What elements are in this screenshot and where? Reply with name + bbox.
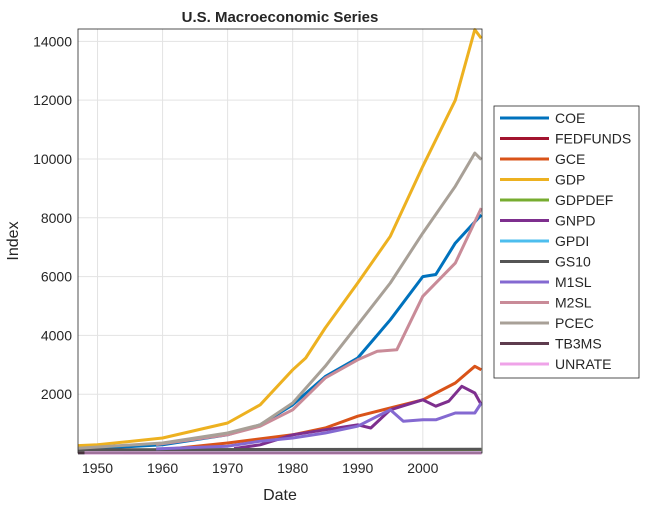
series-line-gce	[77, 364, 483, 454]
legend-label: FEDFUNDS	[555, 131, 631, 147]
legend-label: GPDI	[555, 233, 589, 249]
y-axis-label: Index	[5, 221, 22, 260]
legend-label: UNRATE	[555, 356, 612, 372]
series-line-gdp	[77, 28, 483, 448]
y-tick-label: 10000	[33, 151, 72, 167]
legend-label: GCE	[555, 151, 585, 167]
x-tick-label: 1950	[82, 460, 113, 476]
series-line-coe	[77, 213, 483, 451]
legend-label: PCEC	[555, 315, 594, 331]
x-tick-label: 1980	[277, 460, 308, 476]
x-tick-label: 1970	[212, 460, 243, 476]
y-tick-label: 14000	[33, 33, 72, 49]
legend: COE FEDFUNDS GCE GDP GDPDEF GNPD GPDI GS10 M1SL M…	[493, 105, 640, 379]
legend-label: M1SL	[555, 274, 592, 290]
x-tick-label: 2000	[407, 460, 438, 476]
legend-label: COE	[555, 110, 585, 126]
legend-box	[493, 105, 640, 379]
x-axis-label: Date	[263, 487, 297, 504]
chart-title: U.S. Macroeconomic Series	[182, 9, 379, 26]
y-tick-label: 6000	[41, 269, 72, 285]
legend-label: GDP	[555, 172, 585, 188]
y-tick-label: 12000	[33, 92, 72, 108]
ticks: 1950 1960 1970 1980 1990 2000 2000 4000 6000 8000…	[33, 33, 439, 476]
series-line-gs10	[77, 447, 482, 452]
series-line-m1sl	[156, 402, 483, 451]
series-lines	[77, 28, 483, 455]
y-tick-label: 4000	[41, 327, 72, 343]
legend-label: M2SL	[555, 295, 592, 311]
x-tick-label: 1990	[342, 460, 373, 476]
x-tick-label: 1960	[147, 460, 178, 476]
legend-label: GDPDEF	[555, 192, 613, 208]
grid	[78, 29, 482, 453]
legend-label: GNPD	[555, 213, 595, 229]
legend-label: GS10	[555, 254, 591, 270]
series-line-pcec	[77, 151, 483, 450]
plot-frame	[77, 28, 483, 454]
series-line-m2sl	[155, 207, 483, 446]
y-tick-label: 8000	[41, 210, 72, 226]
y-tick-label: 2000	[41, 386, 72, 402]
legend-label: TB3MS	[555, 336, 602, 352]
